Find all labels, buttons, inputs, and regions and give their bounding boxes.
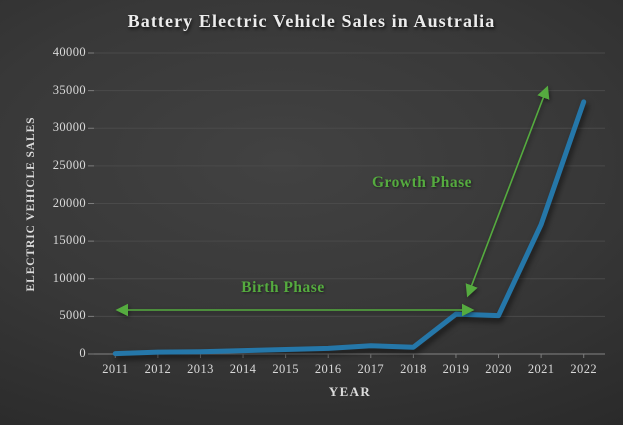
y-tick-label: 20000: [52, 195, 86, 210]
x-axis-title: YEAR: [328, 384, 372, 399]
x-tick-label: 2019: [442, 362, 470, 376]
y-tick-label: 0: [79, 346, 86, 360]
x-tick-label: 2014: [229, 362, 257, 376]
y-tick-label: 30000: [52, 120, 86, 135]
x-tick-label: 2012: [144, 362, 172, 376]
chart-title: Battery Electric Vehicle Sales in Austra…: [127, 11, 496, 31]
y-tick-label: 25000: [52, 157, 86, 172]
x-tick-label: 2022: [570, 362, 598, 376]
x-tick-label: 2015: [272, 362, 299, 376]
chart-canvas: [88, 52, 605, 358]
x-tick-label: 2021: [527, 362, 555, 376]
y-tick-label: 35000: [52, 82, 86, 97]
growth-phase-annotation-label: Growth Phase: [371, 174, 473, 191]
birth-phase-annotation-label: Birth Phase: [241, 279, 325, 296]
x-tick-label: 2017: [357, 362, 385, 376]
y-tick-label: 10000: [52, 270, 86, 285]
y-tick-label: 40000: [52, 45, 86, 59]
x-tick-label: 2016: [314, 362, 342, 376]
x-tick-label: 2018: [400, 362, 427, 376]
bev-sales-line: [112, 99, 587, 357]
y-tick-label: 5000: [59, 308, 86, 323]
x-tick-label: 2020: [485, 362, 512, 376]
y-tick-label: 15000: [52, 233, 86, 248]
x-tick-label: 2011: [102, 362, 129, 376]
x-tick-label: 2013: [187, 362, 214, 376]
plot-area: [88, 52, 605, 358]
growth-phase-arrow: [465, 85, 550, 298]
